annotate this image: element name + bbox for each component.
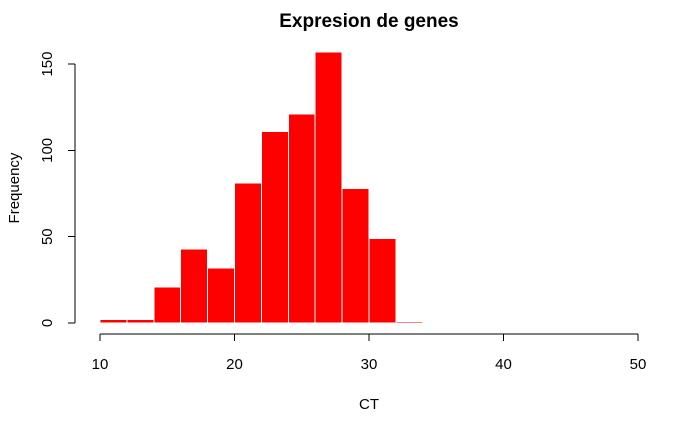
histogram-bar (180, 248, 209, 324)
y-axis: 0 50 100 150 (39, 52, 76, 327)
y-tick-label: 0 (39, 319, 56, 327)
y-axis-label: Frequency (6, 152, 23, 223)
x-tick-label: 10 (92, 356, 109, 373)
histogram-bar (126, 319, 155, 324)
histogram-bar (234, 182, 262, 324)
histogram-bar (207, 267, 236, 324)
histogram-bar (314, 51, 343, 324)
chart-title: Expresion de genes (279, 11, 459, 32)
x-tick-label: 50 (630, 356, 647, 373)
histogram-bars (99, 51, 424, 324)
x-tick-label: 20 (226, 356, 243, 373)
x-tick-label: 40 (495, 356, 512, 373)
y-tick-label: 50 (39, 228, 56, 245)
histogram-bar (99, 319, 128, 324)
histogram-bar (287, 113, 316, 324)
x-axis: 10 20 30 40 50 (92, 333, 647, 373)
x-tick-label: 30 (361, 356, 378, 373)
y-tick-label: 100 (39, 138, 56, 163)
histogram-bar (153, 286, 182, 324)
y-tick-label: 150 (39, 52, 56, 77)
histogram-bar (368, 237, 397, 324)
histogram-bar (341, 187, 370, 324)
histogram-bar (260, 130, 289, 324)
histogram-bar (395, 320, 424, 324)
x-axis-label: CT (359, 396, 379, 413)
